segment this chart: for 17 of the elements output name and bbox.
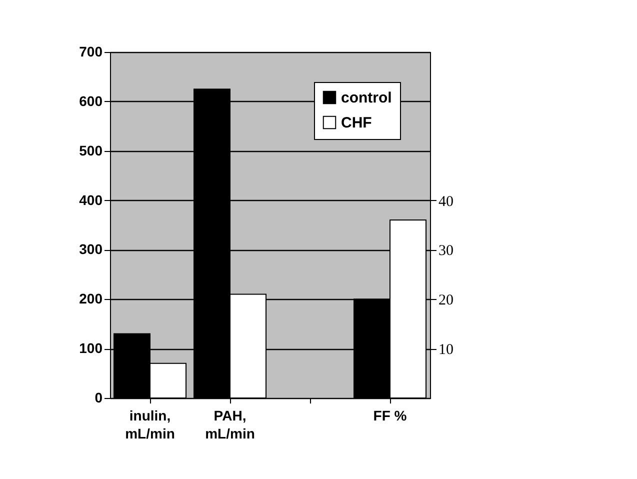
y-tick-label: 700 <box>79 44 103 60</box>
y2-tick-label: 10 <box>438 342 454 358</box>
legend-label: CHF <box>341 114 372 132</box>
y2-tick-label: 30 <box>438 243 454 260</box>
y2-tick-label: 40 <box>438 194 454 210</box>
y-tick-label: 300 <box>79 241 103 258</box>
x-tick-label: FF % <box>373 408 408 424</box>
legend-label: control <box>341 90 392 106</box>
x-tick-label: inulin, mL/min <box>125 408 175 442</box>
y2-tick-label: 20 <box>438 292 454 309</box>
y-tick-label: 100 <box>79 340 103 356</box>
y-tick-label: 500 <box>79 142 103 158</box>
x-tick-label: PAH, mL/min <box>205 408 255 442</box>
y-tick-label: 0 <box>94 390 103 406</box>
y-tick-label: 200 <box>79 290 103 307</box>
y-tick-label: 600 <box>79 92 103 109</box>
y-tick-label: 400 <box>79 192 103 208</box>
